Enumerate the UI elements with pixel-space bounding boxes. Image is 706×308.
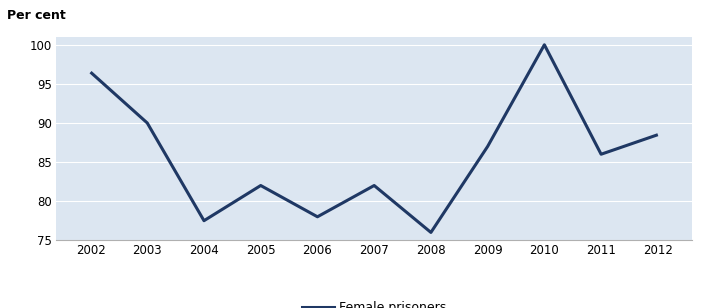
Text: Per cent: Per cent xyxy=(7,9,66,22)
Legend: Female prisoners: Female prisoners xyxy=(297,296,451,308)
